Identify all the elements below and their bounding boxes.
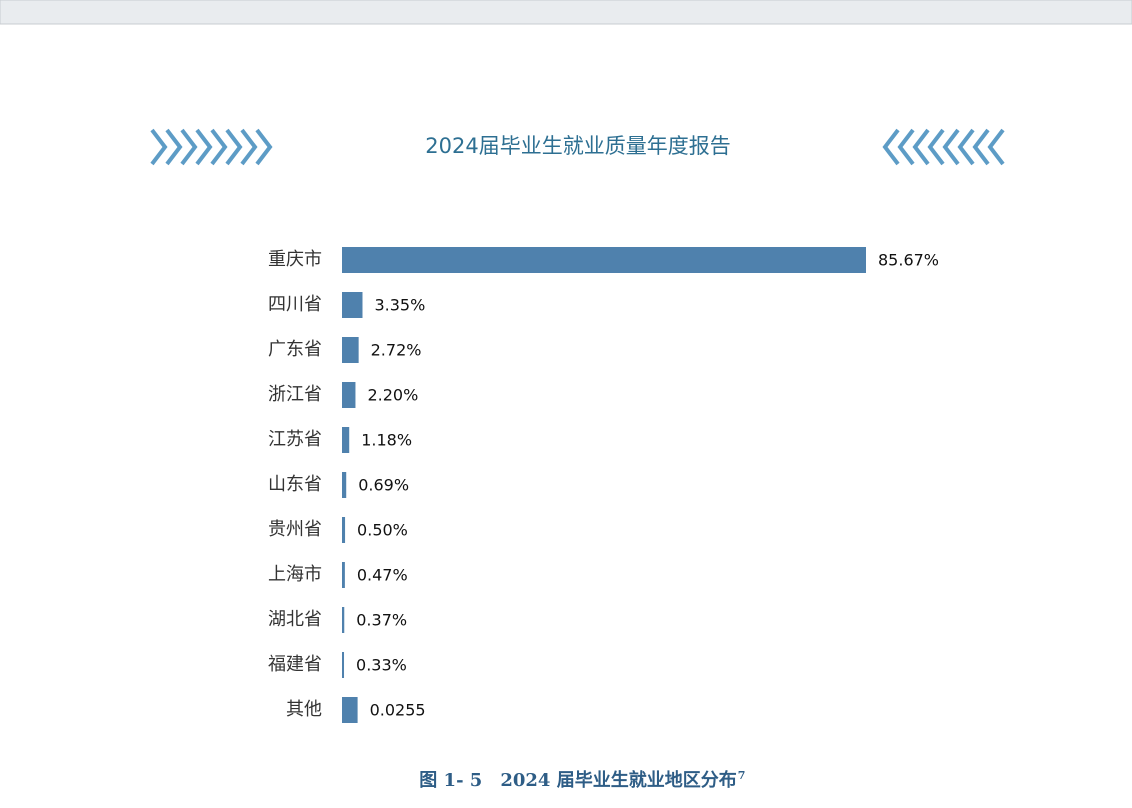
bar <box>342 697 358 723</box>
value-label: 85.67% <box>878 251 939 270</box>
caption: 图 1- 5 2024 届毕业生就业地区分布 <box>419 769 736 791</box>
bar <box>342 652 345 678</box>
category-label: 上海市 <box>268 564 322 585</box>
right-chevrons <box>882 128 1005 166</box>
value-label: 0.0255 <box>370 701 426 720</box>
category-label: 浙江省 <box>268 384 322 405</box>
category-label: 贵州省 <box>268 519 322 540</box>
value-label: 0.33% <box>356 656 407 675</box>
category-label: 福建省 <box>268 654 322 675</box>
category-label: 重庆市 <box>268 249 322 270</box>
category-label: 山东省 <box>268 474 322 495</box>
bar <box>342 337 359 363</box>
value-label: 0.50% <box>357 521 408 540</box>
page-title: 2024届毕业生就业质量年度报告 <box>425 134 730 158</box>
left-chevrons <box>150 128 273 166</box>
value-label: 0.69% <box>358 476 409 495</box>
bar <box>342 472 347 498</box>
caption-note: 7 <box>738 769 746 782</box>
bar <box>342 517 346 543</box>
value-label: 3.35% <box>374 296 425 315</box>
value-label: 2.20% <box>367 386 418 405</box>
bar <box>342 247 866 273</box>
category-label: 四川省 <box>268 294 322 315</box>
category-label: 其他 <box>286 699 322 720</box>
bar <box>342 427 350 453</box>
value-label: 2.72% <box>371 341 422 360</box>
top-bar <box>0 0 1132 25</box>
category-label: 江苏省 <box>268 429 322 450</box>
bar <box>342 382 356 408</box>
value-label: 0.37% <box>356 611 407 630</box>
category-label: 广东省 <box>268 339 322 360</box>
bar <box>342 607 345 633</box>
category-label: 湖北省 <box>268 609 322 630</box>
bar <box>342 562 345 588</box>
value-label: 1.18% <box>361 431 412 450</box>
value-label: 0.47% <box>357 566 408 585</box>
bar <box>342 292 363 318</box>
